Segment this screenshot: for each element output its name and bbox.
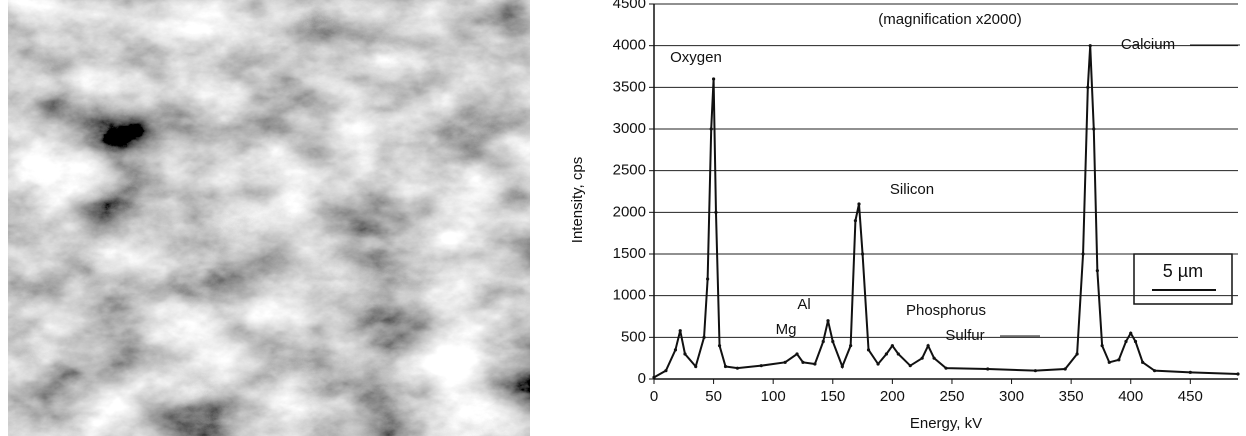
data-point bbox=[926, 344, 930, 348]
data-point bbox=[1081, 252, 1085, 256]
x-tick-label: 350 bbox=[1059, 388, 1084, 405]
annotation: Mg bbox=[776, 321, 797, 338]
data-point bbox=[717, 344, 722, 348]
x-tick-label: 300 bbox=[999, 388, 1024, 405]
data-point bbox=[735, 366, 740, 370]
x-tick-label: 100 bbox=[761, 388, 786, 405]
data-point bbox=[857, 202, 861, 206]
data-point bbox=[821, 339, 825, 344]
x-tick-label: 450 bbox=[1178, 388, 1203, 405]
annotation: Sulfur bbox=[945, 327, 984, 344]
data-point bbox=[714, 210, 718, 214]
data-point bbox=[986, 367, 990, 371]
y-tick-label: 0 bbox=[638, 370, 646, 387]
data-point bbox=[1063, 367, 1067, 371]
x-tick-label: 250 bbox=[939, 388, 964, 405]
data-point bbox=[683, 352, 687, 356]
data-point bbox=[908, 364, 912, 368]
data-point bbox=[1107, 360, 1111, 364]
annotation: Oxygen bbox=[670, 49, 722, 66]
data-point bbox=[840, 364, 844, 369]
data-point bbox=[1124, 339, 1128, 344]
chart-title: (magnification x2000) bbox=[878, 11, 1021, 28]
data-point bbox=[694, 364, 698, 369]
data-point bbox=[853, 219, 858, 223]
y-tick-label: 3000 bbox=[613, 120, 646, 137]
data-point bbox=[876, 362, 880, 366]
x-tick-label: 0 bbox=[650, 388, 658, 405]
data-point bbox=[664, 369, 668, 373]
data-point bbox=[1129, 331, 1133, 335]
y-axis-label: Intensity, cps bbox=[569, 157, 586, 243]
data-point bbox=[678, 329, 682, 333]
data-point bbox=[849, 344, 853, 348]
x-axis-label: Energy, kV bbox=[910, 415, 982, 432]
data-point bbox=[673, 348, 678, 352]
y-tick-label: 2000 bbox=[613, 203, 646, 220]
data-point bbox=[813, 362, 817, 366]
data-point bbox=[1086, 85, 1090, 89]
data-point bbox=[1033, 369, 1037, 373]
y-tick-label: 2500 bbox=[613, 162, 646, 179]
data-point bbox=[932, 356, 936, 360]
data-point bbox=[826, 319, 830, 323]
data-point bbox=[1075, 352, 1079, 356]
data-point bbox=[1133, 339, 1138, 344]
data-point bbox=[795, 352, 799, 356]
data-point bbox=[1095, 269, 1099, 273]
x-tick-label: 200 bbox=[880, 388, 905, 405]
data-point bbox=[1152, 369, 1157, 373]
data-point bbox=[801, 360, 805, 364]
data-point bbox=[709, 127, 713, 131]
data-point bbox=[884, 352, 889, 356]
spectrum-chart: (magnification x2000) Energy, kV Intensi… bbox=[569, 0, 1240, 432]
micrograph bbox=[8, 0, 530, 436]
data-point bbox=[1088, 44, 1092, 48]
data-point bbox=[1188, 370, 1192, 374]
data-point bbox=[1141, 360, 1145, 364]
data-point bbox=[711, 77, 716, 81]
data-point bbox=[759, 364, 763, 368]
x-tick-label: 50 bbox=[705, 388, 722, 405]
data-point bbox=[920, 356, 924, 360]
data-point bbox=[896, 352, 900, 356]
annotation: Al bbox=[797, 296, 810, 313]
data-point bbox=[702, 335, 706, 339]
y-tick-label: 1000 bbox=[613, 287, 646, 304]
data-point bbox=[890, 344, 894, 348]
scale-bar-label: 5 µm bbox=[1163, 261, 1203, 281]
annotation: Silicon bbox=[890, 181, 934, 198]
x-tick-label: 400 bbox=[1118, 388, 1143, 405]
data-point bbox=[1100, 344, 1104, 348]
data-point bbox=[652, 375, 656, 379]
data-point bbox=[723, 364, 728, 369]
annotation: Phosphorus bbox=[906, 302, 986, 319]
data-point bbox=[1117, 358, 1121, 362]
y-tick-label: 4000 bbox=[613, 37, 646, 54]
data-point bbox=[1236, 372, 1240, 376]
y-tick-label: 500 bbox=[621, 328, 646, 345]
x-tick-label: 150 bbox=[820, 388, 845, 405]
data-point bbox=[831, 339, 835, 344]
data-point bbox=[860, 252, 865, 256]
y-tick-label: 4500 bbox=[613, 0, 646, 12]
data-point bbox=[1092, 127, 1096, 131]
spectrum-line bbox=[653, 45, 1239, 379]
data-point bbox=[783, 360, 787, 364]
y-tick-label: 3500 bbox=[613, 78, 646, 95]
annotation: Calcium bbox=[1121, 36, 1175, 53]
data-point bbox=[706, 277, 710, 281]
data-point bbox=[944, 366, 948, 370]
data-point bbox=[866, 348, 871, 352]
y-tick-label: 1500 bbox=[613, 245, 646, 262]
